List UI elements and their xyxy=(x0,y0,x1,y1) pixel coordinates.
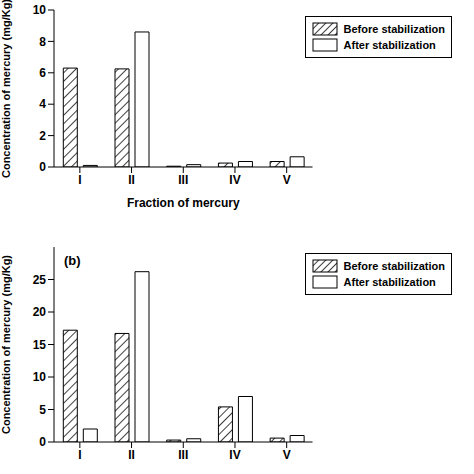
svg-text:Concentration of mercury (mg/K: Concentration of mercury (mg/Kg) xyxy=(8,0,12,178)
svg-text:Concentration of mercury (mg/K: Concentration of mercury (mg/Kg) xyxy=(8,255,12,434)
html-text:After stabilization: After stabilization xyxy=(343,276,436,288)
svg-text:25: 25 xyxy=(33,273,47,287)
svg-text:I: I xyxy=(78,448,81,462)
svg-text:8: 8 xyxy=(39,35,46,49)
svg-text:15: 15 xyxy=(33,338,47,352)
svg-text:II: II xyxy=(128,173,135,187)
svg-text:V: V xyxy=(283,448,291,462)
svg-text:IV: IV xyxy=(229,173,240,187)
svg-text:2: 2 xyxy=(39,129,46,143)
svg-text:III: III xyxy=(178,173,188,187)
svg-text:III: III xyxy=(178,448,188,462)
svg-text:10: 10 xyxy=(33,370,47,384)
svg-text:II: II xyxy=(128,448,135,462)
svg-text:0: 0 xyxy=(39,160,46,174)
svg-text:5: 5 xyxy=(39,403,46,417)
svg-text:Fraction of mercury: Fraction of mercury xyxy=(127,196,240,210)
svg-text:0: 0 xyxy=(39,435,46,449)
html-text:(b): (b) xyxy=(64,253,81,268)
svg-text:IV: IV xyxy=(229,448,240,462)
svg-text:I: I xyxy=(78,173,81,187)
svg-text:20: 20 xyxy=(33,305,47,319)
svg-text:6: 6 xyxy=(39,66,46,80)
html-text:Before stabilization: Before stabilization xyxy=(343,23,445,35)
svg-text:V: V xyxy=(283,173,291,187)
html-text:Before stabilization: Before stabilization xyxy=(343,260,445,272)
svg-text:10: 10 xyxy=(33,3,47,17)
html-text:After stabilization: After stabilization xyxy=(343,39,436,51)
svg-text:4: 4 xyxy=(39,97,46,111)
